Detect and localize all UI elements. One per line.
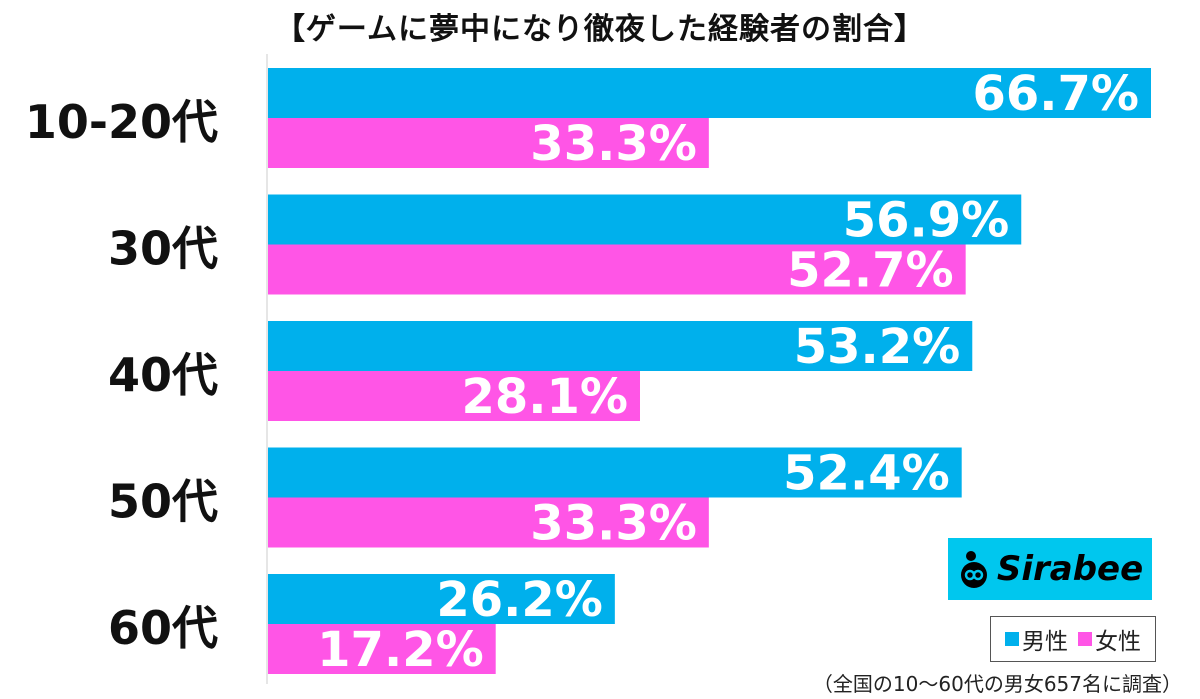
- legend-item-male: 男性: [1005, 622, 1068, 656]
- bar-male: [268, 194, 1022, 245]
- legend-swatch-female: [1078, 632, 1092, 646]
- chart-title: 【ゲームに夢中になり徹夜した経験者の割合】: [274, 12, 926, 47]
- data-label-male: 53.2%: [794, 319, 961, 375]
- legend-swatch-male: [1005, 632, 1019, 646]
- data-label-male: 56.9%: [843, 193, 1010, 249]
- bar-male: [268, 68, 1151, 118]
- data-label-female: 52.7%: [787, 243, 954, 299]
- legend: 男性 女性: [990, 616, 1156, 662]
- category-label: 60代: [108, 601, 218, 655]
- data-label-male: 26.2%: [436, 572, 603, 628]
- sirabee-logo-text: Sirabee: [996, 549, 1144, 589]
- bar-group: 66.7% 33.3% 56.9%52.7% 53.2% 28.1% 52.4% 33.3%…: [268, 66, 1151, 678]
- data-label-female: 28.1%: [461, 369, 628, 425]
- data-label-female: 33.3%: [530, 116, 697, 172]
- category-label: 10-20代: [25, 95, 218, 149]
- legend-label-male: 男性: [1022, 629, 1068, 655]
- data-label-male: 52.4%: [783, 446, 950, 502]
- bar-female: [268, 624, 496, 674]
- data-label-female: 17.2%: [317, 622, 484, 678]
- sirabee-logo: Sirabee: [948, 538, 1152, 600]
- legend-label-female: 女性: [1095, 629, 1141, 655]
- footnote: （全国の10〜60代の男女657名に調査）: [812, 672, 1182, 696]
- bar-male: [268, 447, 962, 498]
- bar-male: [268, 321, 973, 371]
- category-label: 40代: [108, 348, 218, 402]
- bar-female: [268, 497, 709, 548]
- category-label: 50代: [108, 475, 218, 529]
- bar-female: [268, 371, 640, 421]
- data-label-female: 33.3%: [530, 496, 697, 552]
- legend-item-female: 女性: [1078, 622, 1141, 656]
- bar-female: [268, 118, 709, 168]
- sirabee-logo-icon: [960, 551, 987, 588]
- data-label-male: 66.7%: [972, 66, 1139, 122]
- bar-male: [268, 574, 615, 624]
- bar-female: [268, 244, 966, 295]
- category-label: 30代: [108, 222, 218, 276]
